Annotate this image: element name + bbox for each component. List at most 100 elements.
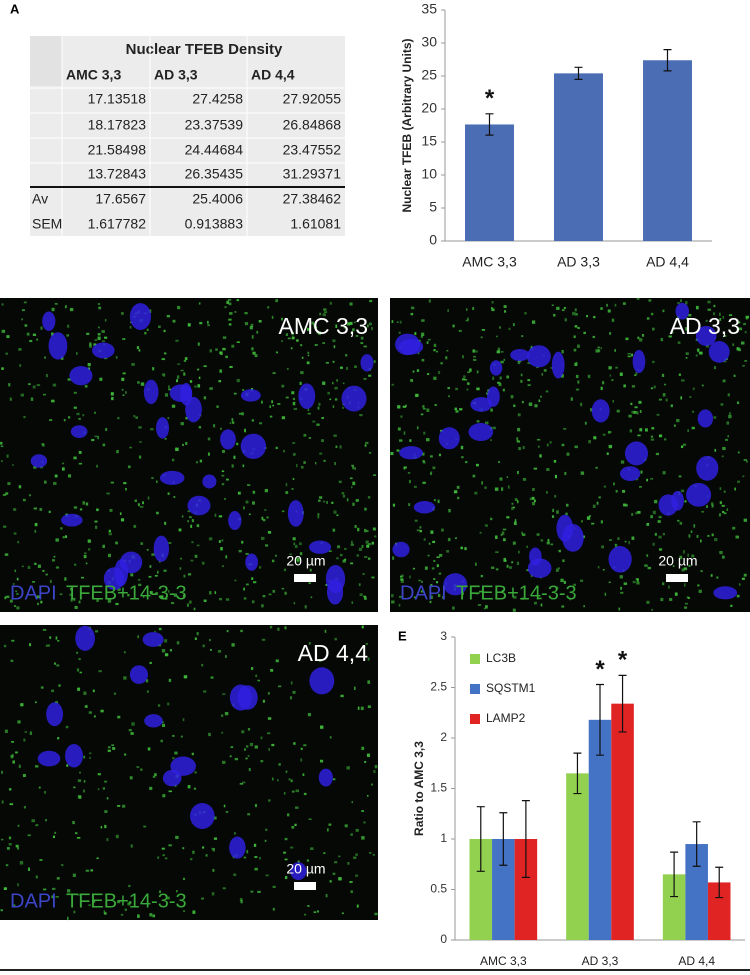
green-puncta bbox=[421, 580, 423, 583]
green-puncta bbox=[638, 400, 642, 404]
column-header: AD 3,3 bbox=[154, 67, 198, 83]
green-puncta bbox=[327, 828, 329, 832]
green-puncta bbox=[372, 527, 376, 531]
green-puncta bbox=[78, 600, 81, 604]
green-puncta bbox=[342, 559, 346, 563]
green-puncta bbox=[511, 506, 514, 511]
green-puncta bbox=[230, 746, 234, 748]
panel-label: E bbox=[398, 628, 407, 643]
green-puncta bbox=[76, 352, 78, 355]
green-puncta bbox=[0, 441, 3, 445]
green-puncta bbox=[392, 556, 395, 560]
green-puncta bbox=[569, 598, 572, 601]
green-puncta bbox=[300, 747, 303, 750]
green-puncta bbox=[433, 499, 436, 502]
green-puncta bbox=[631, 353, 633, 357]
green-puncta bbox=[306, 859, 309, 862]
green-puncta bbox=[459, 408, 463, 411]
nucleus bbox=[489, 360, 503, 376]
green-puncta bbox=[556, 306, 560, 310]
green-puncta bbox=[662, 393, 666, 397]
green-puncta bbox=[323, 311, 328, 314]
green-puncta bbox=[308, 642, 311, 645]
green-puncta bbox=[367, 680, 371, 684]
nucleus bbox=[413, 501, 436, 514]
green-puncta bbox=[551, 304, 554, 307]
green-puncta bbox=[737, 451, 740, 454]
green-puncta bbox=[193, 607, 196, 611]
green-puncta bbox=[185, 416, 188, 420]
green-puncta bbox=[1, 459, 3, 463]
green-puncta bbox=[397, 405, 401, 409]
green-puncta bbox=[67, 324, 70, 328]
nucleus bbox=[61, 513, 83, 527]
green-puncta bbox=[35, 875, 38, 879]
green-puncta bbox=[17, 540, 20, 544]
green-puncta bbox=[440, 362, 443, 365]
green-puncta bbox=[457, 496, 460, 500]
stain-label: DAPI bbox=[10, 890, 57, 912]
green-puncta bbox=[66, 916, 69, 921]
green-puncta bbox=[601, 545, 604, 549]
green-puncta bbox=[554, 474, 557, 479]
green-puncta bbox=[373, 474, 377, 476]
green-puncta bbox=[183, 574, 186, 578]
green-puncta bbox=[558, 549, 561, 553]
green-puncta bbox=[483, 607, 486, 610]
green-puncta bbox=[722, 379, 726, 383]
green-puncta bbox=[719, 550, 723, 555]
x-tick-label: AMC 3,3 bbox=[462, 254, 517, 270]
green-puncta bbox=[197, 342, 200, 346]
green-puncta bbox=[448, 508, 451, 513]
green-puncta bbox=[34, 522, 38, 527]
nucleus bbox=[360, 354, 374, 372]
green-puncta bbox=[161, 358, 166, 361]
green-puncta bbox=[334, 461, 337, 466]
green-puncta bbox=[164, 393, 169, 397]
nucleus bbox=[395, 333, 421, 356]
green-puncta bbox=[41, 443, 45, 445]
green-puncta bbox=[368, 451, 372, 454]
green-puncta bbox=[503, 305, 507, 308]
green-puncta bbox=[247, 813, 251, 816]
green-puncta bbox=[9, 397, 12, 401]
green-puncta bbox=[42, 569, 45, 572]
green-puncta bbox=[231, 418, 234, 422]
green-puncta bbox=[522, 446, 525, 450]
green-puncta bbox=[307, 412, 311, 415]
green-puncta bbox=[254, 745, 258, 749]
green-puncta bbox=[85, 869, 90, 872]
green-puncta bbox=[396, 449, 400, 452]
green-puncta bbox=[560, 374, 564, 378]
table-cell: 24.44684 bbox=[185, 142, 244, 158]
green-puncta bbox=[332, 405, 335, 408]
green-puncta bbox=[127, 465, 131, 469]
green-puncta bbox=[49, 419, 53, 422]
green-puncta bbox=[431, 595, 433, 599]
green-puncta bbox=[422, 461, 426, 464]
green-puncta bbox=[342, 406, 344, 409]
green-puncta bbox=[251, 600, 255, 604]
error-bar bbox=[476, 806, 485, 872]
green-puncta bbox=[222, 449, 225, 453]
green-puncta bbox=[458, 329, 462, 332]
green-puncta bbox=[143, 825, 147, 828]
green-puncta bbox=[162, 854, 165, 857]
green-puncta bbox=[207, 437, 211, 441]
green-puncta bbox=[436, 556, 440, 559]
green-puncta bbox=[726, 508, 729, 512]
green-puncta bbox=[540, 395, 542, 398]
green-puncta bbox=[121, 312, 124, 315]
green-puncta bbox=[245, 500, 249, 504]
nucleus bbox=[228, 511, 242, 531]
green-puncta bbox=[512, 323, 515, 327]
green-puncta bbox=[363, 378, 367, 380]
green-puncta bbox=[182, 443, 184, 447]
green-puncta bbox=[268, 593, 272, 596]
green-puncta bbox=[269, 405, 272, 409]
green-puncta bbox=[632, 580, 636, 584]
green-puncta bbox=[399, 595, 402, 598]
green-puncta bbox=[314, 344, 318, 346]
green-puncta bbox=[139, 441, 142, 443]
